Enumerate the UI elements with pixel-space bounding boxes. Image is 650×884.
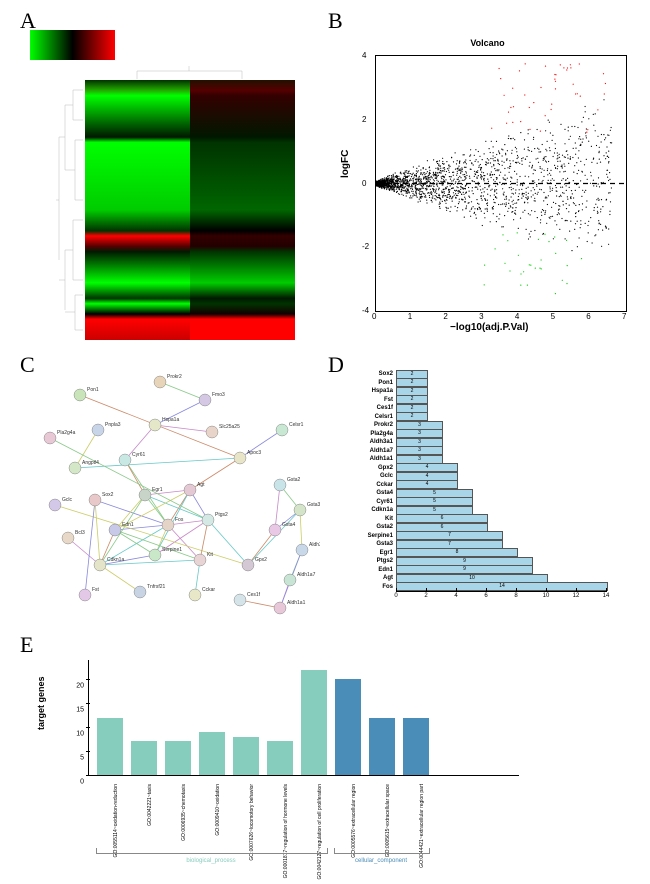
heatmap-col-dendrogram (85, 65, 295, 79)
svg-text:Pnpla3: Pnpla3 (105, 422, 121, 428)
d-bar-row: Ces1f2 (335, 404, 635, 412)
d-bar-row: Ptgs29 (335, 557, 635, 565)
svg-text:Gpx2: Gpx2 (255, 557, 267, 563)
svg-text:Aldh3a1: Aldh3a1 (309, 542, 320, 548)
e-bar (369, 718, 395, 776)
volcano-plot-area (375, 55, 627, 312)
panel-e-plot-area (88, 660, 519, 776)
panel-e-yticks: 05101520 (60, 660, 86, 775)
d-bar-row: Gsta26 (335, 523, 635, 531)
panel-d-barchart: Sox22Pon12Hspa1a2Fst2Ces1f2Celsr12Prokr2… (335, 370, 635, 630)
d-bar-row: Serpine17 (335, 532, 635, 540)
d-bar-row: Edn19 (335, 566, 635, 574)
d-bar-row: Gclc4 (335, 472, 635, 480)
svg-text:Sox2: Sox2 (102, 492, 114, 498)
d-bar-row: Sox22 (335, 370, 635, 378)
d-bar-row: Aldh1a13 (335, 455, 635, 463)
d-bar-row: Kit6 (335, 515, 635, 523)
svg-text:Fos: Fos (175, 517, 184, 523)
svg-text:Pon1: Pon1 (87, 387, 99, 393)
panel-a-heatmap (30, 30, 310, 340)
svg-text:Edn1: Edn1 (122, 522, 134, 528)
panel-e-groups: biological_processcellular_component (88, 848, 518, 862)
d-bar-row: Hspa1a2 (335, 387, 635, 395)
e-bar (233, 737, 259, 775)
panel-c-network: Prokr2 Pon1 Fmo3 Pla2g4a Pnpla3 Hspa1a Slc25a2… (40, 370, 320, 620)
e-bar (267, 741, 293, 775)
d-bar-row: Cdkn1a5 (335, 506, 635, 514)
svg-text:Ptgs2: Ptgs2 (215, 512, 228, 518)
svg-text:Gclc: Gclc (62, 497, 73, 503)
e-bar (97, 718, 123, 776)
svg-text:Aldh1a7: Aldh1a7 (297, 572, 316, 578)
svg-text:Agt: Agt (197, 482, 205, 488)
svg-text:Fst: Fst (92, 587, 100, 593)
svg-text:Cyr61: Cyr61 (132, 452, 146, 458)
e-bar (403, 718, 429, 776)
svg-text:Serpine1: Serpine1 (162, 547, 182, 553)
d-bar-row: Gpx24 (335, 464, 635, 472)
d-bar-row: Prokr23 (335, 421, 635, 429)
svg-text:Gsta2: Gsta2 (287, 477, 301, 483)
svg-text:Gsta3: Gsta3 (307, 502, 320, 508)
svg-text:Hspa1a: Hspa1a (162, 417, 179, 423)
svg-text:Pla2g4a: Pla2g4a (57, 430, 76, 436)
svg-text:Cckar: Cckar (202, 587, 215, 593)
volcano-ylabel: logFC (340, 150, 351, 178)
svg-text:Gsta4: Gsta4 (282, 522, 296, 528)
heatmap-row-dendrogram (55, 80, 83, 340)
e-bar (165, 741, 191, 775)
d-bar-row: Gsta45 (335, 489, 635, 497)
svg-text:Apoc3: Apoc3 (247, 450, 261, 456)
volcano-xlabel: −log10(adj.P.Val) (450, 322, 528, 333)
svg-text:Kit: Kit (207, 552, 213, 558)
svg-text:Celsr1: Celsr1 (289, 422, 304, 428)
svg-text:Ces1f: Ces1f (247, 592, 261, 598)
svg-text:Fmo3: Fmo3 (212, 392, 225, 398)
d-bar-row: Cyr615 (335, 498, 635, 506)
d-bar-row: Cckar4 (335, 481, 635, 489)
d-bar-row: Celsr12 (335, 413, 635, 421)
d-bar-row: Gsta37 (335, 540, 635, 548)
d-bar-row: Fos14 (335, 583, 635, 591)
d-bar-row: Pon12 (335, 379, 635, 387)
svg-text:Prokr2: Prokr2 (167, 374, 182, 380)
d-bar-row: Fst2 (335, 396, 635, 404)
e-bar (199, 732, 225, 775)
volcano-points (376, 56, 626, 311)
panel-b-volcano: Volcano logFC −log10(adj.P.Val) 01234567… (340, 30, 635, 340)
panel-label-c: C (20, 352, 35, 378)
svg-text:Cdkn1a: Cdkn1a (107, 557, 124, 563)
e-bar (335, 679, 361, 775)
panel-d-bars: Sox22Pon12Hspa1a2Fst2Ces1f2Celsr12Prokr2… (335, 370, 635, 591)
volcano-title: Volcano (340, 38, 635, 48)
panel-d-x-axis: 02468101214 (396, 591, 606, 606)
svg-text:Tnfrsf21: Tnfrsf21 (147, 584, 166, 590)
d-bar-row: Aldh1a73 (335, 447, 635, 455)
heatmap-grid (85, 80, 295, 340)
e-bar (301, 670, 327, 775)
heatmap-color-key (30, 30, 115, 60)
svg-text:Bcl3: Bcl3 (75, 530, 85, 536)
svg-text:Slc25a25: Slc25a25 (219, 424, 240, 430)
d-bar-row: Egr18 (335, 549, 635, 557)
e-bar (131, 741, 157, 775)
svg-text:Aldh1a1: Aldh1a1 (287, 600, 306, 606)
svg-text:Angptl4: Angptl4 (82, 460, 99, 466)
panel-e-ylabel: target genes (36, 676, 46, 730)
panel-e-barchart: target genes 05101520 GO:0055114~oxidati… (30, 650, 540, 865)
d-bar-row: Aldh3a13 (335, 438, 635, 446)
d-bar-row: Pla2g4a3 (335, 430, 635, 438)
d-bar-row: Agt10 (335, 574, 635, 582)
svg-text:Egr1: Egr1 (152, 487, 163, 493)
network-svg: Prokr2 Pon1 Fmo3 Pla2g4a Pnpla3 Hspa1a Slc25a2… (40, 370, 320, 620)
panel-e-xlabels: GO:0055114~oxidation-reductionGO:0042221… (88, 778, 518, 848)
